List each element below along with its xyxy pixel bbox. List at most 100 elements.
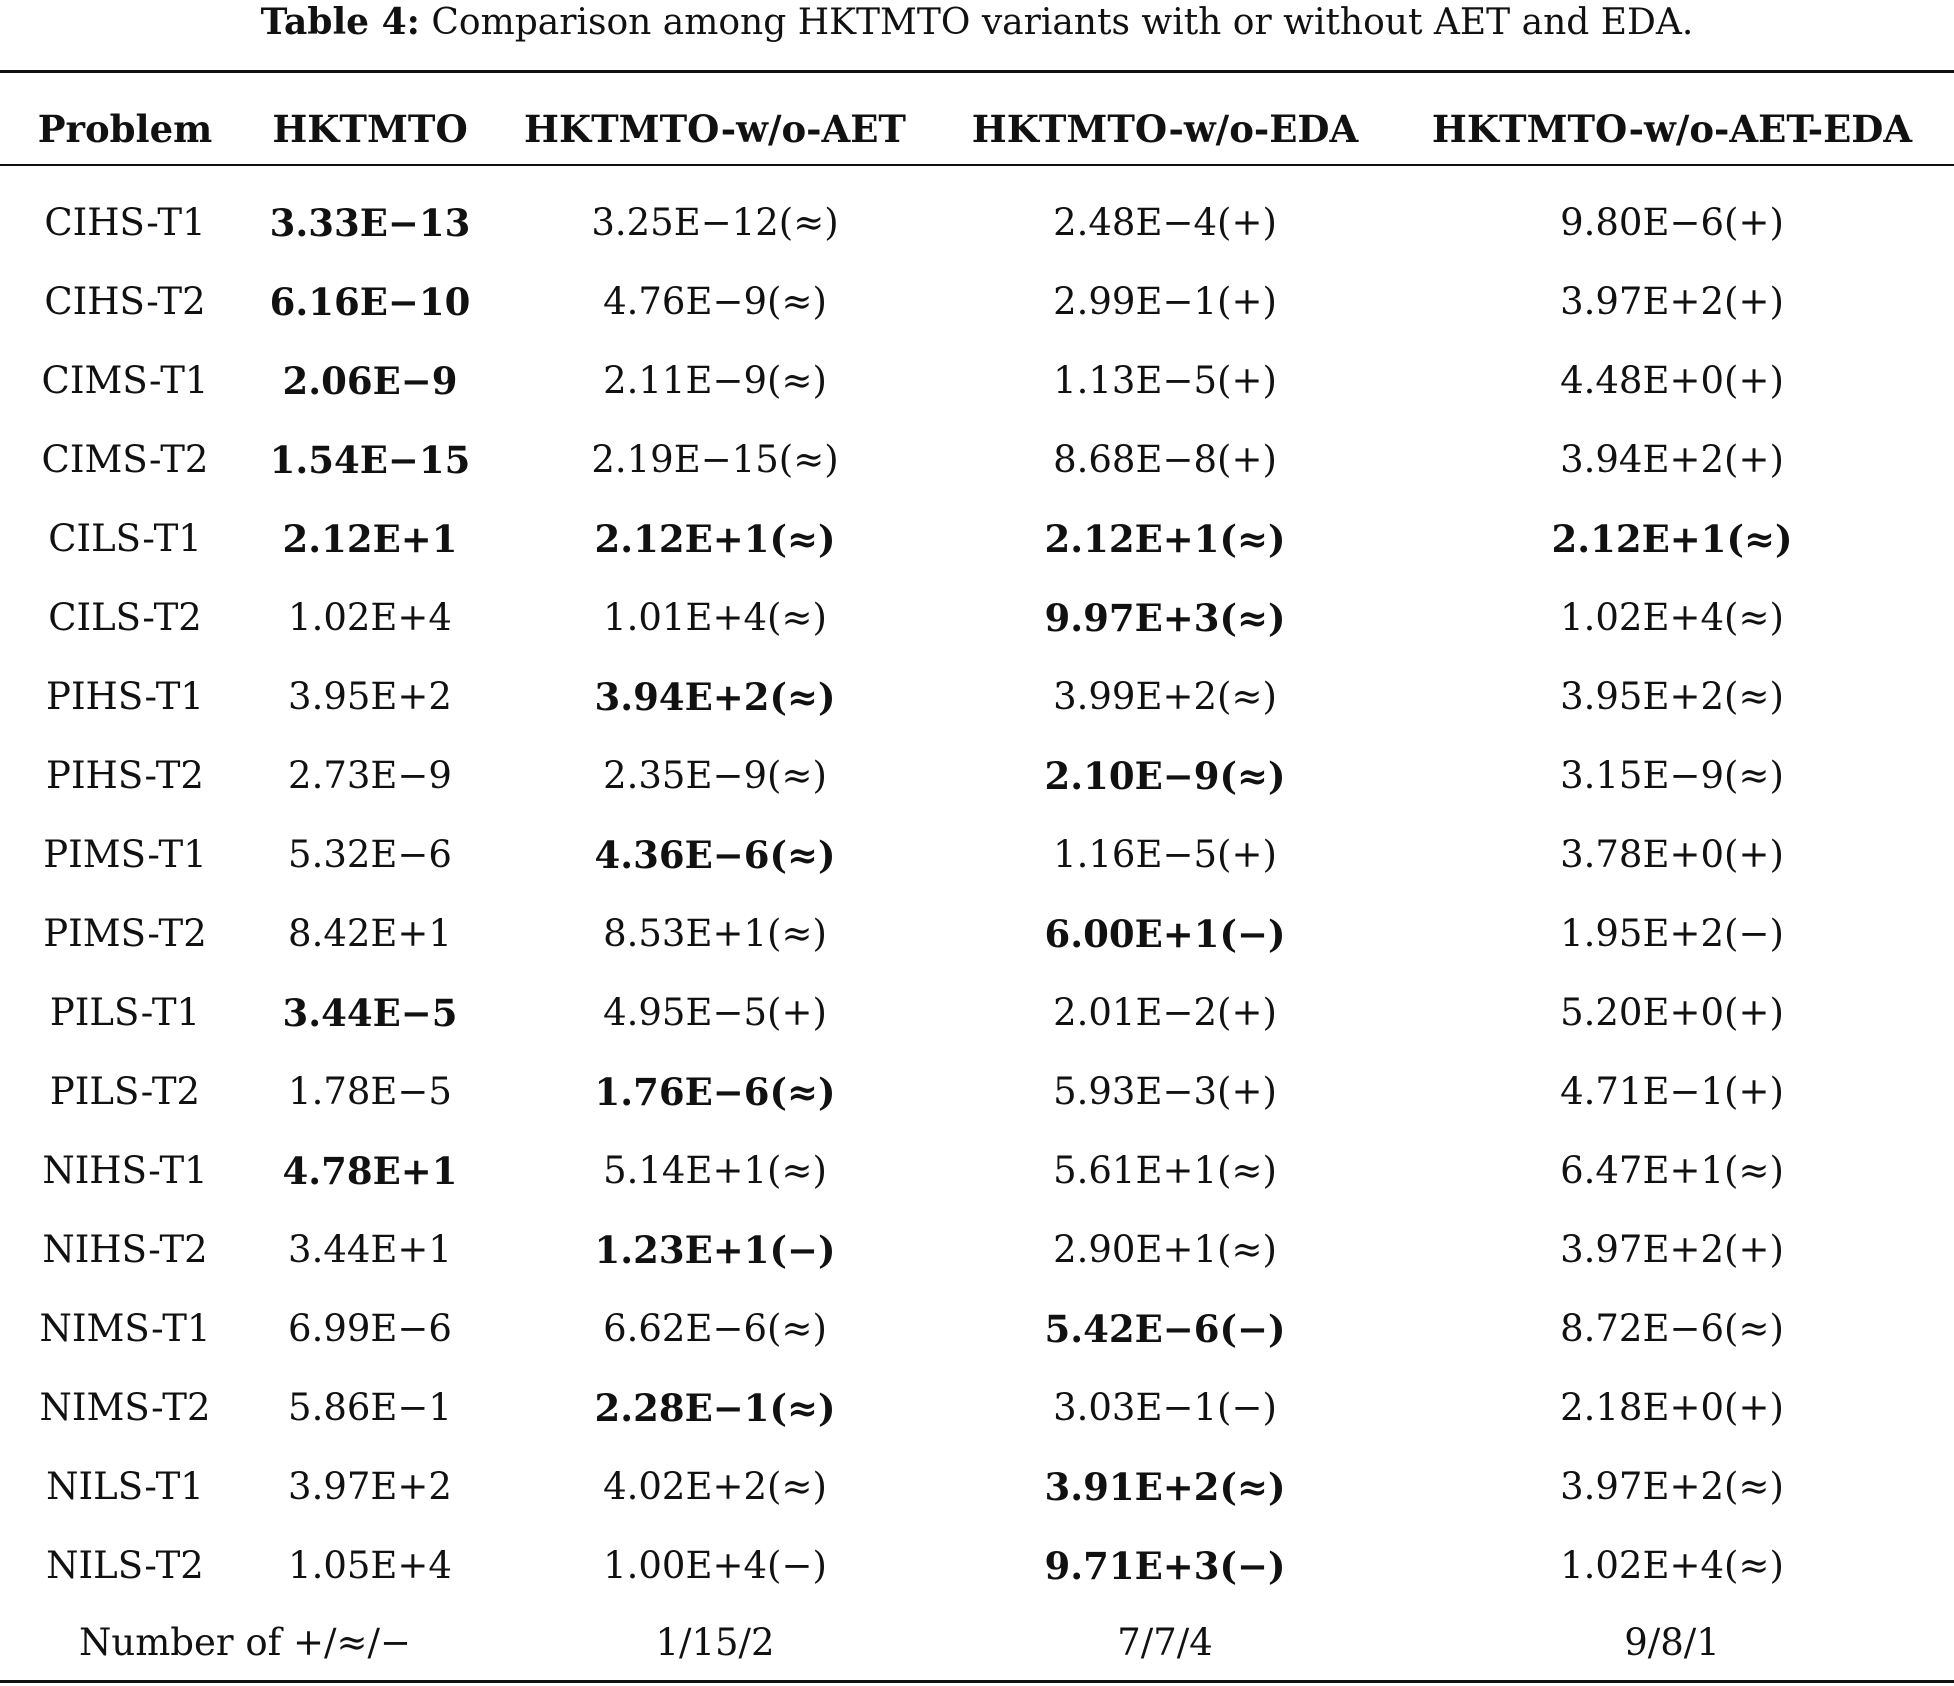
cell-wo-eda: 6.00E+1(−) — [1044, 912, 1286, 956]
cell-wo-eda: 5.42E−6(−) — [1044, 1307, 1286, 1351]
cell-wo-aet-eda: 2.12E+1(≈) — [1551, 517, 1793, 561]
cell-wo-aet-eda: 1.95E+2(−) — [1560, 912, 1784, 955]
table-row: PILS-T2 1.78E−5 1.76E−6(≈) 5.93E−3(+) 4.71E−… — [0, 1053, 1954, 1131]
table-row: PIMS-T2 8.42E+1 8.53E+1(≈) 6.00E+1(−) 1.95E+… — [0, 895, 1954, 973]
cell-problem: NILS-T2 — [46, 1544, 204, 1587]
cell-wo-aet-eda: 3.78E+0(+) — [1560, 833, 1784, 876]
cell-wo-eda: 8.68E−8(+) — [1053, 438, 1277, 481]
cell-wo-aet: 2.12E+1(≈) — [594, 517, 836, 561]
cell-problem: PILS-T1 — [49, 991, 201, 1034]
cell-problem: CIHS-T1 — [44, 201, 206, 244]
cell-wo-aet: 2.28E−1(≈) — [594, 1386, 836, 1430]
header-hktmto: HKTMTO — [272, 107, 468, 151]
cell-hktmto: 3.44E+1 — [288, 1228, 452, 1271]
cell-wo-aet-eda: 4.71E−1(+) — [1560, 1070, 1784, 1113]
cell-wo-aet-eda: 3.94E+2(+) — [1560, 438, 1784, 481]
cell-problem: NILS-T1 — [46, 1465, 204, 1508]
cell-wo-eda: 3.91E+2(≈) — [1044, 1465, 1286, 1509]
header-wo-eda: HKTMTO-w/o-EDA — [971, 107, 1359, 151]
cell-wo-aet-eda: 4.48E+0(+) — [1560, 359, 1784, 402]
cell-wo-aet: 2.19E−15(≈) — [591, 438, 839, 481]
cell-wo-aet-eda: 6.47E+1(≈) — [1560, 1149, 1784, 1192]
cell-hktmto: 3.44E−5 — [282, 991, 458, 1035]
cell-wo-aet: 3.94E+2(≈) — [594, 675, 836, 719]
table-header-row: Problem HKTMTO HKTMTO-w/o-AET HKTMTO-w/o… — [0, 90, 1954, 168]
cell-wo-aet: 8.53E+1(≈) — [603, 912, 827, 955]
cell-wo-aet-eda: 1.02E+4(≈) — [1560, 1544, 1784, 1587]
cell-wo-eda: 2.48E−4(+) — [1053, 201, 1277, 244]
cell-wo-aet: 1.00E+4(−) — [603, 1544, 827, 1587]
cell-hktmto: 2.12E+1 — [282, 517, 458, 561]
cell-wo-eda: 3.03E−1(−) — [1053, 1386, 1277, 1429]
header-rule — [0, 164, 1954, 166]
table-row: CIMS-T1 2.06E−9 2.11E−9(≈) 1.13E−5(+) 4.48E+… — [0, 342, 1954, 420]
caption-text: Comparison among HKTMTO variants with or… — [419, 2, 1694, 43]
cell-wo-aet-eda: 3.95E+2(≈) — [1560, 675, 1784, 718]
cell-problem: NIHS-T2 — [42, 1228, 208, 1271]
table-row: CIHS-T1 3.33E−13 3.25E−12(≈) 2.48E−4(+) 9.80… — [0, 184, 1954, 262]
cell-hktmto: 4.78E+1 — [282, 1149, 458, 1193]
table-row: CILS-T1 2.12E+1 2.12E+1(≈) 2.12E+1(≈) 2.12E+… — [0, 500, 1954, 578]
cell-hktmto: 3.33E−13 — [269, 201, 471, 245]
table-row: CIMS-T2 1.54E−15 2.19E−15(≈) 8.68E−8(+) 3.94… — [0, 421, 1954, 499]
top-rule — [0, 70, 1954, 73]
table-row: CIHS-T2 6.16E−10 4.76E−9(≈) 2.99E−1(+) 3.97E… — [0, 263, 1954, 341]
cell-problem: PIMS-T2 — [43, 912, 207, 955]
cell-problem: CILS-T2 — [48, 596, 202, 639]
cell-wo-eda: 2.99E−1(+) — [1053, 280, 1277, 323]
cell-hktmto: 1.02E+4 — [288, 596, 452, 639]
table-row: NIMS-T2 5.86E−1 2.28E−1(≈) 3.03E−1(−) 2.18E+… — [0, 1369, 1954, 1447]
cell-hktmto: 5.86E−1 — [288, 1386, 452, 1429]
cell-wo-aet: 1.76E−6(≈) — [594, 1070, 836, 1114]
cell-hktmto: 3.95E+2 — [288, 675, 452, 718]
cell-wo-eda: 2.12E+1(≈) — [1044, 517, 1286, 561]
cell-wo-eda: 9.71E+3(−) — [1044, 1544, 1286, 1588]
cell-wo-eda: 2.01E−2(+) — [1053, 991, 1277, 1034]
cell-wo-eda: 2.10E−9(≈) — [1044, 754, 1286, 798]
caption-label: Table 4: — [260, 1, 420, 43]
cell-wo-aet-eda: 2.18E+0(+) — [1560, 1386, 1784, 1429]
header-wo-aet: HKTMTO-w/o-AET — [524, 107, 906, 151]
cell-hktmto: 1.05E+4 — [288, 1544, 452, 1587]
table-row: NIHS-T1 4.78E+1 5.14E+1(≈) 5.61E+1(≈) 6.47E+… — [0, 1132, 1954, 1210]
table-row: NILS-T1 3.97E+2 4.02E+2(≈) 3.91E+2(≈) 3.97E+… — [0, 1448, 1954, 1526]
cell-problem: NIHS-T1 — [42, 1149, 208, 1192]
table-row: NIHS-T2 3.44E+1 1.23E+1(−) 2.90E+1(≈) 3.97E+… — [0, 1211, 1954, 1289]
cell-problem: NIMS-T2 — [39, 1386, 211, 1429]
cell-problem: PIMS-T1 — [43, 833, 207, 876]
cell-hktmto: 2.06E−9 — [282, 359, 458, 403]
cell-wo-aet: 1.01E+4(≈) — [603, 596, 827, 639]
cell-wo-aet-eda: 3.15E−9(≈) — [1560, 754, 1784, 797]
table-row: PIHS-T2 2.73E−9 2.35E−9(≈) 2.10E−9(≈) 3.15E−… — [0, 737, 1954, 815]
cell-wo-aet: 4.95E−5(+) — [603, 991, 827, 1034]
cell-wo-aet-eda: 3.97E+2(≈) — [1560, 1465, 1784, 1508]
header-problem: Problem — [37, 107, 213, 151]
summary-wo-aet: 1/15/2 — [655, 1621, 775, 1664]
cell-wo-aet-eda: 9.80E−6(+) — [1560, 201, 1784, 244]
cell-problem: CIMS-T1 — [41, 359, 209, 402]
cell-wo-eda: 9.97E+3(≈) — [1044, 596, 1286, 640]
cell-wo-aet: 2.11E−9(≈) — [603, 359, 827, 402]
cell-problem: PIHS-T1 — [46, 675, 204, 718]
table-row: NIMS-T1 6.99E−6 6.62E−6(≈) 5.42E−6(−) 8.72E−… — [0, 1290, 1954, 1368]
table-row: PILS-T1 3.44E−5 4.95E−5(+) 2.01E−2(+) 5.20E+… — [0, 974, 1954, 1052]
table-caption: Table 4: Comparison among HKTMTO variant… — [0, 0, 1954, 44]
cell-hktmto: 8.42E+1 — [288, 912, 452, 955]
cell-hktmto: 1.78E−5 — [288, 1070, 452, 1113]
summary-wo-eda: 7/7/4 — [1117, 1621, 1213, 1664]
cell-problem: CIHS-T2 — [44, 280, 206, 323]
cell-problem: CILS-T1 — [48, 517, 202, 560]
cell-problem: NIMS-T1 — [39, 1307, 211, 1350]
cell-wo-eda: 5.61E+1(≈) — [1053, 1149, 1277, 1192]
header-wo-aet-eda: HKTMTO-w/o-AET-EDA — [1431, 107, 1913, 151]
cell-wo-aet: 6.62E−6(≈) — [603, 1307, 827, 1350]
cell-hktmto: 3.97E+2 — [288, 1465, 452, 1508]
cell-wo-aet: 1.23E+1(−) — [594, 1228, 836, 1272]
summary-label: Number of +/≈/− — [79, 1621, 411, 1664]
cell-problem: PILS-T2 — [49, 1070, 201, 1113]
cell-hktmto: 2.73E−9 — [288, 754, 452, 797]
cell-wo-eda: 2.90E+1(≈) — [1053, 1228, 1277, 1271]
bottom-rule — [0, 1680, 1954, 1683]
cell-wo-eda: 3.99E+2(≈) — [1053, 675, 1277, 718]
cell-wo-aet: 4.02E+2(≈) — [603, 1465, 827, 1508]
